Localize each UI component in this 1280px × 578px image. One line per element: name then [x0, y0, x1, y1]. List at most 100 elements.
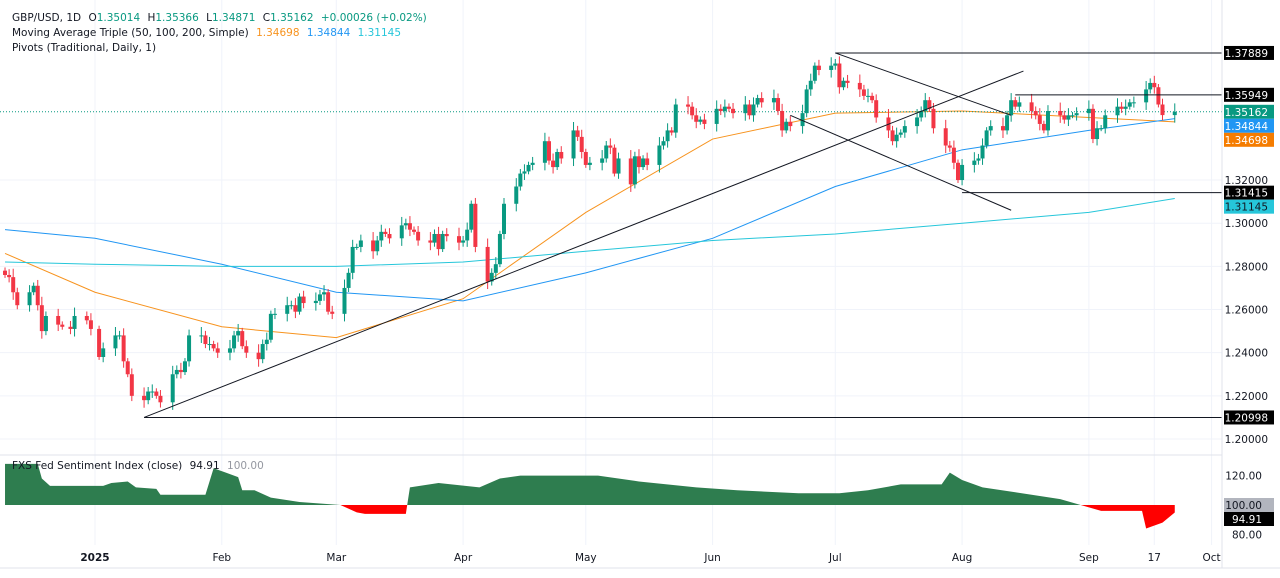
candle-body	[714, 108, 719, 124]
candle	[350, 239, 355, 280]
candle-body	[546, 141, 551, 161]
candle	[632, 151, 637, 189]
sentiment-ref: 100.00	[227, 460, 264, 472]
candle-body	[1103, 115, 1108, 129]
price-tag-pivot	[1224, 185, 1274, 200]
time-tick-label: 17	[1148, 552, 1161, 564]
candle-body	[399, 225, 404, 239]
candle-body	[350, 246, 355, 273]
candle	[27, 285, 32, 312]
candle	[861, 84, 866, 100]
price-tick-label: 1.24000	[1225, 348, 1268, 360]
symbol-name[interactable]: GBP/USD, 1D	[12, 12, 82, 24]
candle	[330, 305, 335, 320]
candle-body	[1070, 115, 1075, 117]
candle-body	[866, 95, 871, 97]
candle-body	[931, 108, 936, 129]
candle	[788, 115, 793, 132]
low-value: 1.34871	[212, 12, 256, 24]
candle	[902, 120, 907, 138]
candle	[387, 228, 392, 244]
pivots-title[interactable]: Pivots (Traditional, Daily, 1)	[12, 42, 157, 54]
candle-body	[559, 151, 564, 159]
candle	[461, 235, 466, 247]
candle	[1152, 75, 1157, 94]
candle	[211, 340, 216, 352]
candle-body	[240, 331, 245, 347]
candle	[289, 300, 294, 310]
candle-body	[232, 335, 237, 349]
candle	[931, 102, 936, 134]
candle	[199, 326, 204, 343]
candle	[403, 218, 408, 230]
price-axis[interactable]: 1.20000 1.22000 1.24000 1.26000 1.28000 1.300…	[1225, 175, 1268, 541]
candle	[203, 330, 208, 349]
candle-body	[751, 104, 756, 116]
candle-body	[947, 145, 952, 148]
price-tag-label: 1.34698	[1225, 135, 1268, 147]
time-axis[interactable]: 2025 Feb Mar Apr May Jun Jul Aug Sep 17 Oct	[80, 552, 1220, 564]
candle	[546, 136, 551, 165]
candle	[317, 289, 322, 305]
candle-body	[35, 285, 40, 306]
candle	[56, 308, 61, 332]
candle-body	[542, 141, 547, 163]
change-value: +0.00026 (+0.02%)	[320, 12, 427, 24]
ma50-line	[4, 110, 1175, 339]
candle	[526, 161, 531, 175]
candle	[1058, 102, 1063, 123]
candle-body	[260, 344, 265, 360]
candle	[60, 321, 65, 330]
candle-body	[1152, 82, 1157, 88]
candle	[628, 150, 633, 192]
candle-body	[121, 335, 126, 362]
candle	[661, 136, 666, 150]
candle	[1148, 78, 1153, 94]
candle	[657, 137, 662, 173]
candle	[874, 94, 879, 123]
candle	[129, 368, 134, 402]
candle	[984, 127, 989, 149]
candle-body	[342, 287, 347, 314]
candle-body	[1017, 102, 1022, 107]
candle	[260, 339, 265, 364]
candle-body	[551, 160, 556, 168]
candle-body	[150, 391, 155, 393]
candle-body	[129, 374, 134, 396]
pivots-legend[interactable]: Pivots (Traditional, Daily, 1)	[12, 42, 160, 54]
candle-body	[469, 203, 474, 230]
candle-body	[1037, 115, 1042, 124]
candle-body	[236, 331, 241, 336]
candle	[829, 57, 834, 78]
candle	[371, 232, 376, 259]
candle	[293, 298, 298, 319]
candle-body	[943, 128, 948, 146]
low-label: L1.34871	[206, 12, 255, 24]
candle	[927, 96, 932, 112]
candle	[808, 73, 813, 96]
candle-body	[293, 305, 298, 312]
candle-body	[890, 130, 895, 142]
candle	[612, 144, 617, 177]
candle-body	[407, 223, 412, 230]
candle-body	[158, 395, 163, 403]
candle	[919, 106, 924, 122]
candle-body	[841, 80, 846, 88]
candle-body	[1045, 110, 1050, 131]
sentiment-title[interactable]: FXS Fed Sentiment Index (close)	[12, 460, 183, 472]
candle-body	[718, 108, 723, 111]
candle-body	[461, 240, 466, 243]
candle	[702, 113, 707, 130]
candle-body	[215, 348, 220, 353]
candle	[1037, 108, 1042, 131]
ma-legend: Moving Average Triple (50, 100, 200, Sim…	[12, 27, 405, 39]
candle	[174, 365, 179, 379]
ma-title[interactable]: Moving Average Triple (50, 100, 200, Sim…	[12, 27, 249, 39]
candle-body	[88, 320, 93, 329]
time-tick-label: Sep	[1079, 552, 1099, 564]
candle-body	[800, 113, 805, 127]
candle-body	[154, 391, 159, 396]
candle-body	[600, 158, 605, 163]
candle-body	[68, 326, 73, 329]
